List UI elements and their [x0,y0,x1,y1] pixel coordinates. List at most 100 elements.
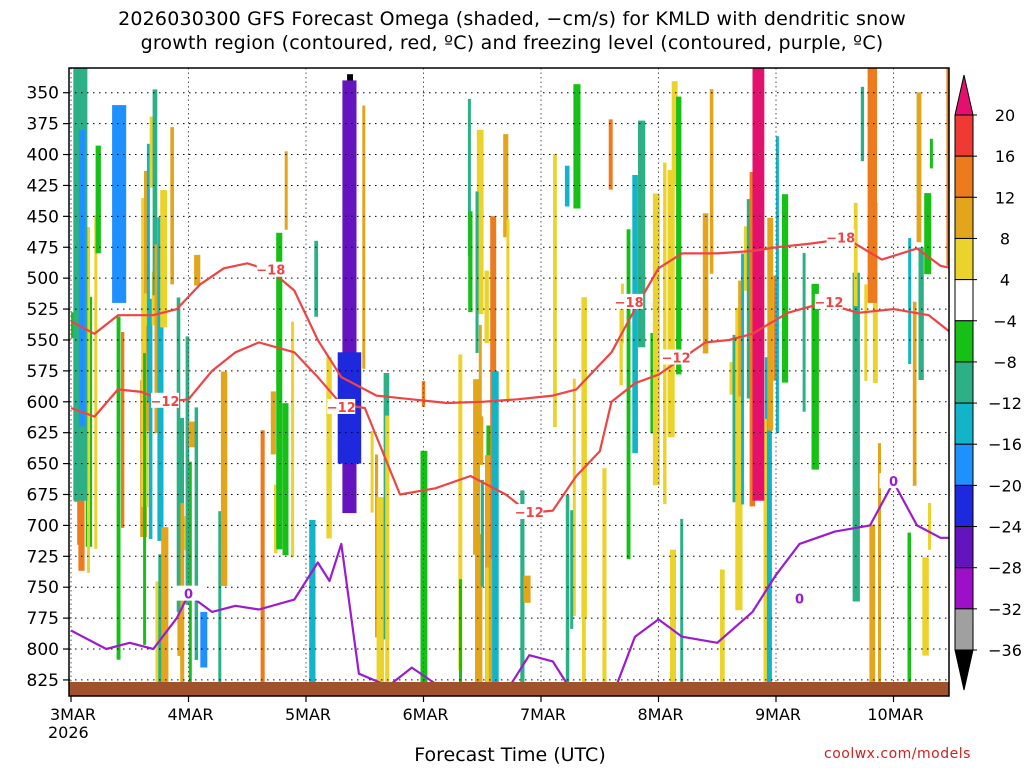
colorbar-box [954,196,974,239]
colorbar-label: −4 [993,312,1017,331]
omega-cell [484,270,489,344]
omega-cell [194,407,199,660]
omega-cell [116,316,121,660]
y-tick-label: 350 [27,84,59,104]
x-tick-label: 8MAR [637,705,683,724]
omega-cell [478,324,482,449]
omega-cell [309,519,316,687]
omega-cell [149,116,154,188]
x-tick-label: 5MAR [285,705,331,724]
omega-cell [663,162,667,505]
omega-cell [188,421,196,448]
omega-cell [764,357,772,687]
omega-cell [916,92,922,243]
contour-label-bg [174,585,203,601]
omega-cell [503,134,509,238]
y-tick-label: 525 [27,300,59,320]
omega-cell [928,503,931,550]
omega-cell [743,226,748,291]
colorbar-label: −12 [988,394,1022,413]
omega-cell [582,521,586,687]
omega-cell [270,391,276,455]
omega-cell [154,244,160,434]
y-tick-label: 650 [27,455,59,475]
colorbar-label: 12 [995,188,1015,207]
colorbar-box [954,114,974,157]
omega-cell [763,418,767,687]
contour-label: −18 [826,232,855,247]
colorbar-label: −36 [988,641,1022,660]
omega-cell [144,170,147,294]
omega-cell [853,202,858,306]
colorbar-box [954,443,974,486]
omega-cell [485,567,489,687]
x-axis-label: Forecast Time (UTC) [414,744,606,766]
omega-cell [314,240,319,317]
omega-cell [929,138,933,169]
y-tick-label: 800 [27,640,59,660]
colorbar-box [954,320,974,363]
y-tick-label: 625 [27,424,59,444]
colorbar-label: −32 [988,600,1022,619]
omega-cell [738,280,742,397]
chart-title-line-2: growth region (contoured, red, ºC) and f… [140,32,884,54]
omega-cell [473,379,480,555]
omega-cell [680,518,684,687]
omega-cell [811,283,819,470]
omega-cell [619,305,623,386]
colorbar-box [954,567,974,610]
omega-cell [274,484,278,554]
omega-cell [523,575,531,603]
credit-link[interactable]: coolwx.com/models [824,746,971,762]
omega-cell [878,443,881,685]
contour-label-bg [615,293,644,309]
contour-label-bg [879,473,908,489]
y-tick-label: 600 [27,393,59,413]
omega-cell [775,136,779,433]
omega-cell [581,297,587,618]
omega-cell [277,267,281,375]
omega-cell [492,371,499,687]
y-tick-label: 550 [27,331,59,351]
colorbar-label: 16 [995,147,1015,166]
y-axis: 350 375 400 425 450 475 500 525 550 575 600 625 650 6… [27,84,69,691]
omega-cell [468,211,473,313]
omega-cell [864,284,868,381]
colorbar-label: 20 [995,106,1015,125]
x-tick-label: 4MAR [167,705,213,724]
omega-cell [151,271,157,326]
omega-cell [735,307,743,611]
y-tick-label: 775 [27,609,59,629]
omega-cell [729,362,736,395]
omega-cell [170,127,174,285]
omega-cell [670,549,676,687]
omega-cell [741,253,745,505]
omega-cell [291,321,295,558]
omega-cell [459,579,462,687]
omega-cell [160,190,168,328]
omega-cell [480,479,484,587]
omega-cell [781,194,789,383]
x-tick-label: 9MAR [755,705,801,724]
omega-cell [564,165,570,207]
contour-label: 0 [184,588,193,603]
omega-cell [467,98,471,257]
omega-cell [506,219,510,401]
omega-cell [476,129,484,315]
contour-label: −12 [515,506,544,521]
colorbar-label: −24 [988,518,1022,537]
omega-cell [650,333,654,434]
omega-cell [141,198,149,507]
omega-shading [71,68,949,687]
omega-cell [282,403,289,556]
contour-label: 0 [889,475,898,490]
omega-cell [553,153,557,427]
colorbar-box [954,608,974,651]
colorbar-box [954,279,974,322]
omega-cell [746,199,752,399]
omega-cell [520,490,525,687]
omega-cell [376,497,385,687]
colorbar: 20 16 12 8 4 −4 −8 −12 −16 −20 −24 −28 −32 −36 [954,74,1022,691]
contour-label: 0 [795,593,804,608]
colorbar-bottom-arrow [954,649,974,691]
